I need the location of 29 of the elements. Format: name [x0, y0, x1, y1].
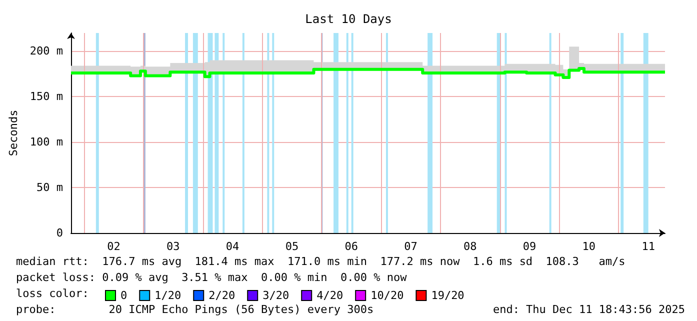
chart-title: Last 10 Days — [305, 12, 392, 26]
x-tick-label: 02 — [107, 240, 120, 253]
x-tick-label: 04 — [226, 240, 240, 253]
y-tick-label: 100 m — [30, 136, 64, 149]
legend-label: 10/20 — [370, 289, 404, 302]
legend-label: 1/20 — [154, 289, 182, 302]
x-tick-label: 06 — [344, 240, 358, 253]
x-tick-label: 03 — [166, 240, 180, 253]
y-tick-label: 150 m — [30, 90, 64, 104]
text: packet loss: 0.09 % avg 3.51 % max 0.00 % min 0.00 % now — [16, 271, 408, 284]
y-tick-label: 0 — [56, 226, 64, 240]
x-tick-label: 10 — [582, 240, 596, 253]
y-axis-title: Seconds — [7, 110, 20, 156]
legend-label: 19/20 — [431, 289, 464, 302]
x-tick-label: 07 — [404, 240, 418, 253]
y-tick-label: 50 m — [36, 181, 64, 194]
x-tick-label: 11 — [642, 240, 655, 253]
y-tick-label: 200 m — [30, 44, 64, 58]
x-tick-label: 09 — [522, 240, 536, 253]
x-tick-label: 08 — [464, 240, 477, 253]
legend-label: 3/20 — [262, 289, 290, 302]
text: median rtt: 176.7 ms avg 181.4 ms max 171.0 ms min 177.2 ms now 1.6 ms sd 108.3 am/s — [16, 255, 626, 268]
x-tick-label: 05 — [285, 240, 299, 253]
legend-label: 2/20 — [208, 289, 236, 302]
text: probe: 20 ICMP Echo Pings (56 Bytes) every 300s — [16, 303, 374, 316]
legend-label: 4/20 — [316, 289, 344, 302]
legend-label: 0 — [120, 289, 128, 302]
legend-title: loss color: — [16, 287, 89, 300]
text: end: Thu Dec 11 18:43:56 2025 — [492, 303, 686, 316]
